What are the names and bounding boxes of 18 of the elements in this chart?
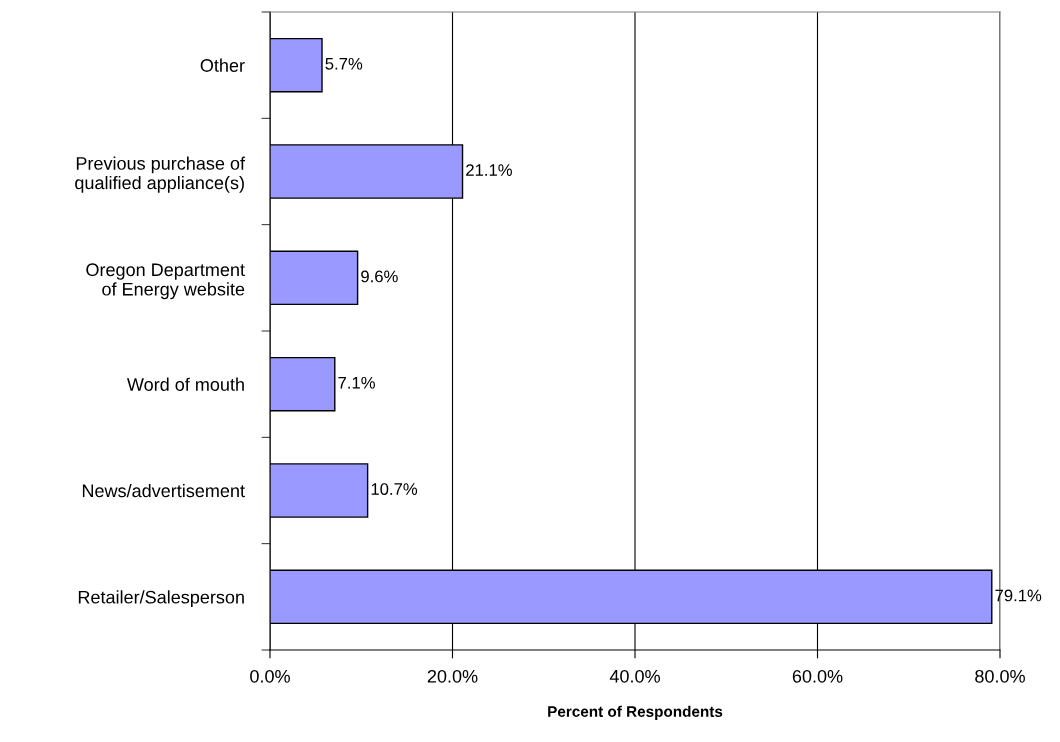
y-tick-label: Word of mouth [126,377,244,391]
x-tick-label: 60.0% [792,669,843,683]
data-label: 9.6% [361,270,398,283]
x-tick-label: 20.0% [427,669,478,683]
y-tick-label: Retailer/Salesperson [78,590,244,608]
x-tick-label: 80.0% [975,669,1025,683]
data-label: 5.7% [325,57,363,70]
y-tick-label: Previous purchase of qualified appliance(s) [75,156,246,193]
x-axis-title: Percent of Respondents [548,705,723,720]
y-tick-label: News/advertisement [82,483,245,498]
x-tick-label: 0.0% [250,669,290,683]
y-tick-label: Other [200,58,245,72]
data-label: 21.1% [466,164,512,176]
y-tick-label: Oregon Department of Energy website [86,263,245,300]
data-label: 79.1% [995,589,1042,602]
data-label: 7.1% [338,376,375,389]
x-tick-label: 40.0% [609,669,660,683]
data-label: 10.7% [371,483,418,495]
